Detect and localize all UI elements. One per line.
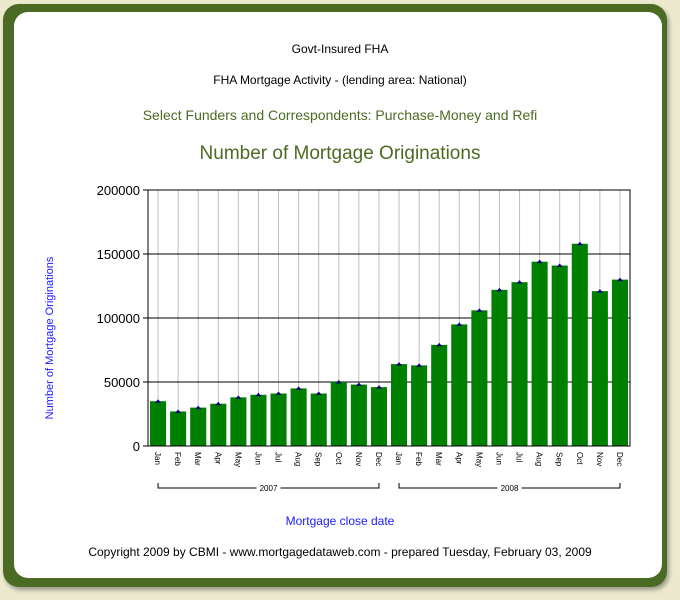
bar — [551, 265, 568, 446]
bar — [611, 279, 628, 446]
bar-marker — [375, 385, 382, 389]
bar — [471, 310, 488, 446]
bar-marker — [616, 277, 623, 282]
x-tick-label: Nov — [354, 452, 363, 466]
y-tick-label: 50000 — [104, 375, 140, 390]
bar — [531, 261, 548, 446]
bar — [571, 243, 588, 446]
y-tick-label: 200000 — [97, 183, 140, 198]
bar — [330, 382, 347, 446]
x-tick-label: Jul — [515, 452, 524, 462]
bar-marker — [436, 342, 443, 347]
bar — [210, 403, 227, 446]
x-tick-label: Oct — [575, 452, 584, 465]
bar-marker — [175, 409, 182, 413]
bar — [270, 393, 287, 446]
bar — [451, 324, 468, 446]
year-label: 2008 — [501, 484, 519, 493]
copyright-footer: Copyright 2009 by CBMI - www.mortgagedat… — [88, 545, 592, 559]
bar-marker — [516, 280, 523, 284]
x-tick-label: Sep — [314, 452, 323, 467]
x-tick-label: Jul — [274, 452, 283, 462]
bar-marker — [295, 386, 302, 390]
bar — [250, 394, 267, 446]
x-tick-label: Dec — [615, 452, 624, 466]
bar-marker — [576, 241, 583, 246]
bar — [170, 411, 187, 446]
x-tick-label: Aug — [535, 452, 544, 466]
y-tick-label: 150000 — [97, 247, 140, 262]
bar-marker — [416, 363, 423, 367]
bar — [230, 397, 247, 446]
bar-marker — [396, 362, 403, 366]
bar — [591, 291, 608, 446]
bar-marker — [496, 287, 503, 292]
bar-marker — [315, 391, 322, 396]
bar — [150, 401, 167, 446]
x-tick-label: Mar — [193, 452, 202, 466]
bar — [511, 282, 528, 446]
bar-marker — [556, 263, 563, 268]
bar-marker — [215, 401, 222, 406]
bar-marker — [255, 392, 262, 397]
year-label: 2007 — [260, 484, 278, 493]
bar — [350, 384, 367, 446]
bar — [431, 344, 448, 446]
x-tick-label: Feb — [414, 452, 423, 466]
header-line-3: Select Funders and Correspondents: Purch… — [142, 107, 538, 123]
x-tick-label: Jan — [394, 452, 403, 465]
bar-marker — [456, 322, 463, 326]
x-tick-label: Jun — [253, 452, 262, 465]
x-tick-label: May — [233, 452, 242, 467]
x-tick-label: Apr — [213, 452, 222, 465]
y-tick-label: 0 — [133, 439, 140, 454]
bar — [391, 364, 408, 446]
header-line-2: FHA Mortgage Activity - (lending area: N… — [213, 73, 467, 87]
x-tick-label: Dec — [374, 452, 383, 466]
x-tick-label: Jan — [153, 452, 162, 465]
plot-border — [147, 189, 631, 447]
bar-marker — [335, 380, 342, 384]
bar — [491, 289, 508, 446]
bar-marker — [275, 391, 282, 396]
bar-marker — [536, 259, 543, 264]
bar-marker — [596, 289, 603, 293]
x-tick-label: Apr — [454, 452, 463, 465]
header-line-1: Govt-Insured FHA — [291, 42, 389, 56]
x-tick-label: Oct — [334, 452, 343, 465]
year-label-bg — [497, 482, 522, 493]
x-tick-label: May — [474, 452, 483, 467]
bar — [290, 388, 307, 446]
bar — [190, 407, 207, 446]
bar-marker — [195, 405, 202, 410]
y-tick-label: 100000 — [97, 311, 140, 326]
x-tick-label: Feb — [173, 452, 182, 466]
x-tick-label: Jun — [494, 452, 503, 465]
bar — [370, 387, 387, 446]
year-label-bg — [256, 482, 281, 493]
chart-title: Number of Mortgage Originations — [199, 143, 481, 164]
x-tick-label: Mar — [434, 452, 443, 466]
x-tick-label: Sep — [555, 452, 564, 467]
x-tick-label: Aug — [294, 452, 303, 466]
bar-marker — [235, 395, 242, 399]
bar-marker — [476, 308, 483, 312]
bar-marker — [355, 382, 362, 387]
bar — [411, 365, 428, 446]
bar — [310, 393, 327, 446]
x-axis-label: Mortgage close date — [285, 514, 395, 528]
bar-marker — [155, 399, 162, 403]
x-tick-label: Nov — [595, 452, 604, 466]
